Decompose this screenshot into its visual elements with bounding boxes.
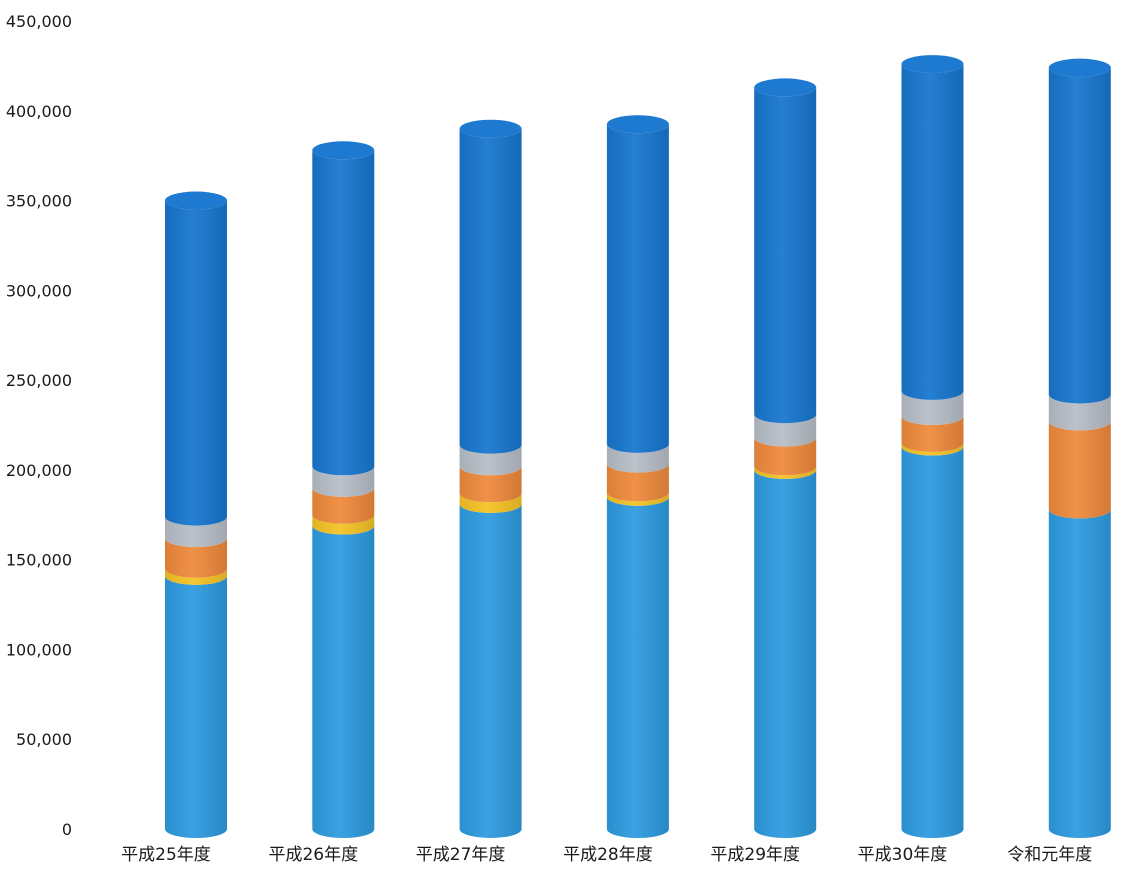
bar-segment [459,504,522,838]
cylinder-top-cap [901,55,964,74]
stacked-bar [312,141,375,838]
bar-segment [901,416,964,452]
bar-segment [901,64,964,400]
y-axis: 0 50,000 100,000 150,000 200,000 250,000 300,0… [6,12,72,839]
bar-segment [606,492,669,506]
cylinder-top-cap [312,141,375,160]
y-tick-label: 0 [62,820,72,839]
bar-segment [901,390,964,426]
bar-segment [606,124,669,453]
bar-segment [1048,421,1111,519]
bar-segment [459,128,522,454]
bar-segment [901,442,964,456]
y-tick-label: 50,000 [16,730,72,749]
x-category-label: 令和元年度 [1007,845,1092,865]
y-tick-label: 250,000 [6,371,72,390]
bar-segment [1048,67,1111,404]
x-category-label: 平成29年度 [710,845,800,865]
x-axis: 平成25年度 平成26年度 平成27年度 平成28年度 平成29年度 平成30年度 令和元年… [121,845,1092,865]
y-tick-label: 100,000 [6,640,72,659]
bar-segment [754,87,817,424]
cylinder-top-cap [165,191,227,210]
bar-segment [754,469,817,838]
cylinder-top-cap [1048,58,1111,77]
x-category-label: 平成30年度 [858,845,948,865]
bar-segment [312,487,375,524]
bar-segment [459,493,522,513]
bar-segment [459,466,522,503]
bar-segment [459,444,522,476]
stacked-bar [164,191,227,838]
cylinder-top-cap [459,119,522,138]
bar-segment [312,514,375,535]
bar-segment [606,443,669,473]
bar-segment [754,437,817,476]
bars [164,55,1111,838]
bar-segment [164,568,227,585]
stacked-bar [901,55,964,838]
y-tick-label: 150,000 [6,551,72,570]
bar-segment [164,575,227,838]
bar-segment [606,496,669,838]
bar-segment [901,446,964,838]
bar-segment [754,466,817,479]
stacked-bar [1048,58,1111,838]
y-tick-label: 350,000 [6,192,72,211]
cylinder-top-cap [754,78,817,97]
bar-segment [754,414,817,447]
stacked-bar [606,115,669,838]
bar-segment [1048,394,1111,431]
x-category-label: 平成28年度 [563,845,653,865]
stacked-bar [754,78,817,838]
y-tick-label: 300,000 [6,281,72,300]
bar-segment [1048,509,1111,838]
bar-segment [606,463,669,502]
bar-segment [312,466,375,497]
cylinder-top-cap [606,115,669,134]
stacked-bar [459,119,522,838]
y-tick-label: 400,000 [6,102,72,121]
x-category-label: 平成27年度 [416,845,506,865]
bar-segment [164,538,227,578]
y-tick-label: 200,000 [6,461,72,480]
x-category-label: 平成25年度 [121,845,211,865]
bar-segment [312,150,375,476]
bar-segment [164,516,227,548]
bar-segment [164,200,227,526]
bar-segment [312,525,375,838]
x-category-label: 平成26年度 [268,845,358,865]
y-tick-label: 450,000 [6,12,72,31]
